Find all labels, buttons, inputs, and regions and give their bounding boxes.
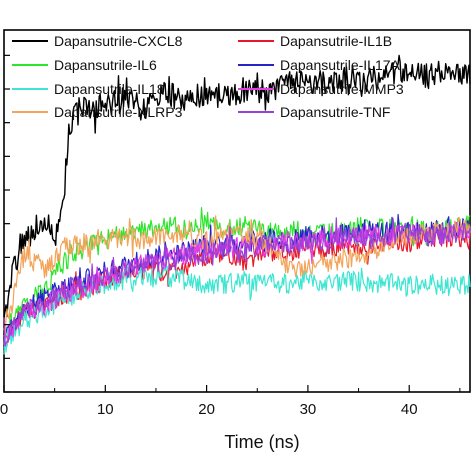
legend: Dapansutrile-CXCL8 Dapansutrile-IL1B Dapan…: [12, 33, 404, 120]
legend-label: Dapansutrile-IL18: [54, 81, 165, 97]
x-axis-label: Time (ns): [224, 432, 299, 452]
y-axis-ticks: [4, 54, 10, 393]
series-line-dapansutrile-tnf: [3, 217, 471, 347]
legend-label: Dapansutrile-TNF: [280, 104, 390, 120]
x-tick-label: 20: [198, 401, 215, 418]
legend-label: Dapansutrile-IL6: [54, 57, 157, 73]
series-line-dapansutrile-nlrp3: [3, 215, 471, 335]
x-tick-label: 30: [300, 401, 317, 418]
series-line-dapansutrile-mmp3: [3, 221, 471, 345]
plot-frame: [3, 29, 471, 393]
x-tick-label: 10: [97, 401, 114, 418]
series-layer: [3, 54, 471, 355]
legend-label: Dapansutrile-NLRP3: [54, 104, 183, 120]
legend-label: Dapansutrile-CXCL8: [54, 33, 183, 49]
legend-label: Dapansutrile-MMP3: [280, 81, 404, 97]
x-axis-ticks: 0 10 20 30 40: [0, 385, 461, 418]
legend-label: Dapansutrile-IL1B: [280, 33, 392, 49]
legend-label: Dapansutrile-IL17A: [280, 57, 401, 73]
x-tick-label: 0: [0, 401, 8, 418]
x-tick-label: 40: [401, 401, 418, 418]
series-line-dapansutrile-il18: [3, 264, 471, 355]
series-line-dapansutrile-cxcl8: [3, 54, 471, 318]
